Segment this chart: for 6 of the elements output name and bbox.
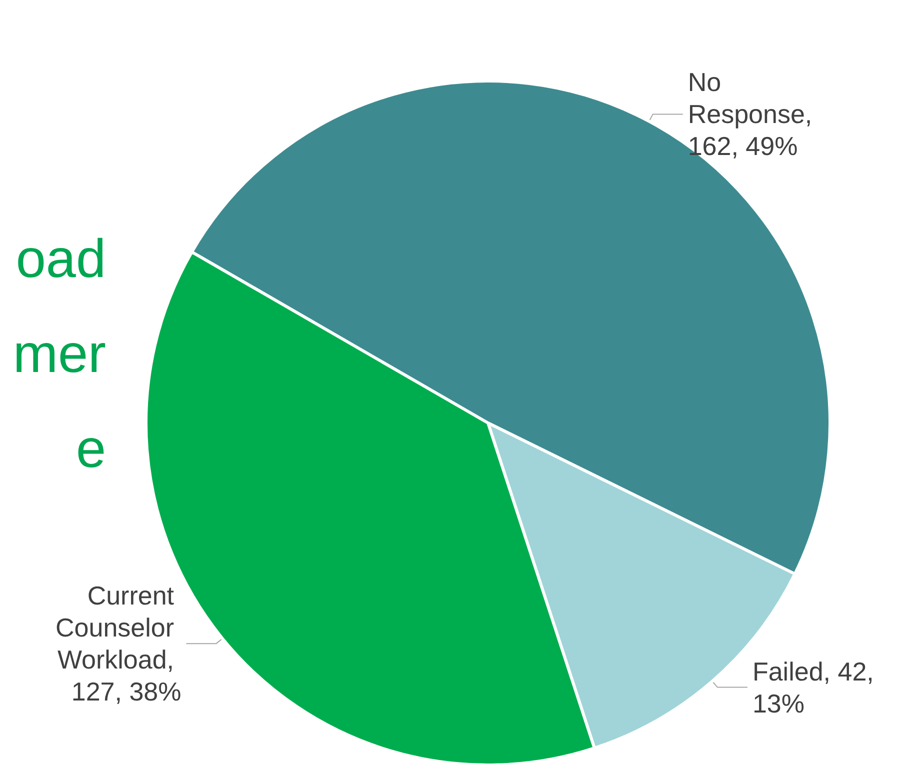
text: mer — [13, 324, 106, 384]
text: e — [76, 419, 106, 479]
slice-label: Current Counselor Workload, 127, 38% — [56, 580, 182, 707]
text: oad — [16, 229, 106, 289]
slice-label: Failed, 42, 13% — [752, 656, 882, 718]
slice-label: No Response, 162, 49% — [688, 67, 820, 162]
